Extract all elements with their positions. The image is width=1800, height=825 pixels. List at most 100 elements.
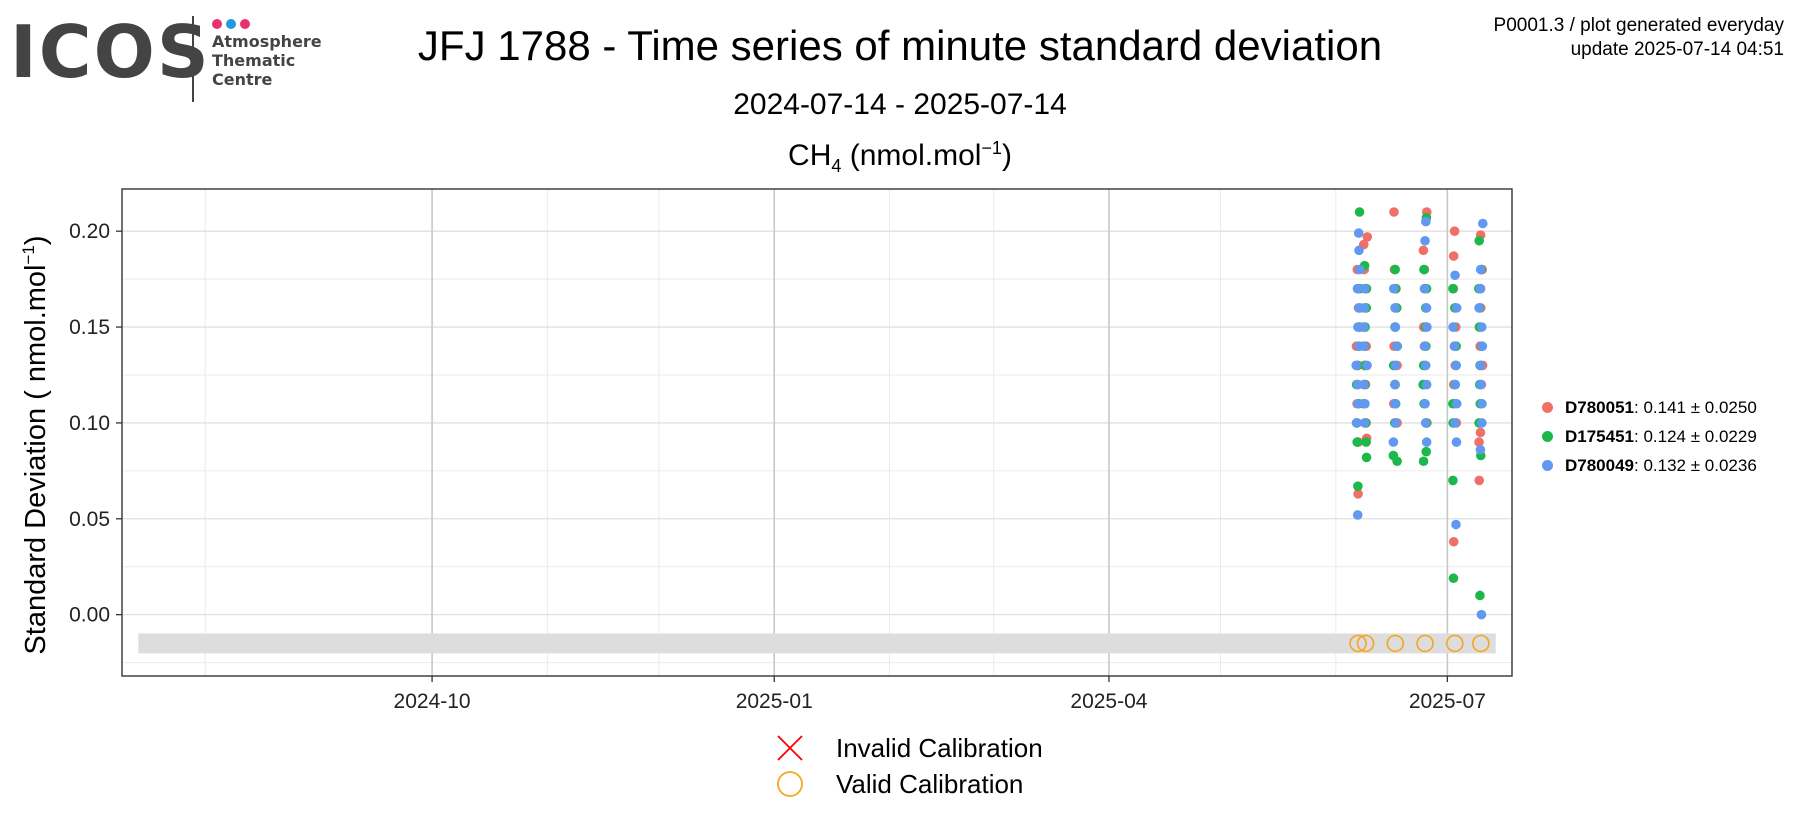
calibration-marker <box>1416 634 1434 653</box>
calibration-marker <box>1386 634 1405 653</box>
data-point <box>1448 536 1459 547</box>
calibration-marker <box>1356 634 1375 653</box>
data-point <box>1388 437 1399 447</box>
data-point <box>1451 398 1462 409</box>
legend-series-name: D780051 <box>1565 397 1635 417</box>
data-point <box>1361 452 1372 463</box>
data-point <box>1418 456 1429 467</box>
icos-logo: ICOS Atmosphere Thematic Centre <box>10 14 330 104</box>
data-point <box>1359 379 1369 390</box>
legend-series-name: D175451 <box>1565 426 1635 446</box>
orange-circle-icon <box>777 771 803 797</box>
calibration-legend-label: Valid Calibration <box>836 768 1024 799</box>
data-point <box>1448 573 1459 584</box>
data-point <box>1474 437 1484 447</box>
legend-dot-icon <box>1542 431 1553 442</box>
data-point <box>1475 444 1486 455</box>
data-point <box>1353 398 1363 409</box>
data-point <box>1351 360 1361 371</box>
y-tick-label: 0.05 <box>69 508 110 531</box>
meta-line: P0001.3 / plot generated everyday <box>1493 15 1784 36</box>
meta-line: update 2025-07-14 04:51 <box>1570 39 1784 60</box>
logo-dot <box>240 19 250 29</box>
calibration-legend: Invalid Calibration Valid Calibration <box>770 730 1043 802</box>
data-point <box>1352 437 1362 447</box>
data-point <box>1360 398 1370 409</box>
data-point <box>1451 437 1462 447</box>
data-point <box>1390 360 1401 371</box>
data-point <box>1451 360 1461 371</box>
data-point <box>1477 418 1487 428</box>
plot-panel <box>122 189 1512 676</box>
data-point <box>1449 226 1460 236</box>
data-point <box>1448 322 1458 332</box>
logo-dot <box>226 19 236 29</box>
gas-subscript: 4 <box>831 156 842 176</box>
data-point <box>1420 398 1430 409</box>
data-point <box>1352 283 1363 294</box>
x-tick-label: 2024-10 <box>394 690 471 713</box>
data-point <box>1361 437 1371 447</box>
logo-subtitle: Atmosphere Thematic Centre <box>212 32 322 89</box>
data-point <box>1420 418 1431 428</box>
data-point <box>1362 360 1372 371</box>
data-point <box>1450 270 1460 281</box>
data-point <box>1451 303 1462 313</box>
series-legend: D780051: 0.141 ± 0.0250 D175451: 0.124 ± … <box>1542 393 1757 480</box>
calibration-marker <box>1446 634 1464 653</box>
legend-entry: D780049: 0.132 ± 0.0236 <box>1542 451 1757 480</box>
data-point <box>1475 590 1485 601</box>
data-point <box>1475 427 1486 438</box>
logo-separator <box>192 16 194 102</box>
plot-meta: P0001.3 / plot generated everyday update… <box>1494 14 1784 62</box>
data-point <box>1420 235 1430 246</box>
data-point <box>1474 303 1484 313</box>
data-point <box>1421 216 1431 227</box>
data-point <box>1477 218 1488 229</box>
data-point <box>1475 264 1486 275</box>
data-point <box>1477 341 1488 352</box>
data-point <box>1359 418 1370 428</box>
data-point <box>1390 322 1401 332</box>
legend-dot-icon <box>1542 460 1553 471</box>
data-point <box>1476 609 1487 620</box>
legend-dot-icon <box>1542 402 1553 413</box>
data-point <box>1353 489 1363 499</box>
logo-subtitle-line: Thematic <box>212 51 296 70</box>
data-point <box>1390 264 1400 275</box>
calibration-legend-label: Invalid Calibration <box>836 732 1043 763</box>
data-point <box>1390 418 1401 428</box>
data-point <box>1475 360 1486 371</box>
data-point <box>1421 437 1432 447</box>
legend-series-stats: : 0.124 ± 0.0229 <box>1634 426 1757 446</box>
legend-entry: D780051: 0.141 ± 0.0250 <box>1542 393 1757 422</box>
data-point <box>1450 418 1460 428</box>
data-point <box>1451 519 1461 530</box>
calibration-legend-entry: Invalid Calibration <box>770 730 1043 766</box>
data-point <box>1419 283 1430 294</box>
gas-base: CH <box>788 139 832 172</box>
y-tick-label: 0.00 <box>69 604 110 627</box>
page-title: JFJ 1788 - Time series of minute standar… <box>417 22 1383 69</box>
data-point <box>1390 303 1400 313</box>
data-point <box>1448 283 1458 294</box>
data-point <box>1392 341 1402 352</box>
data-point <box>1450 379 1461 390</box>
data-point <box>1475 283 1486 294</box>
data-point <box>1449 341 1460 352</box>
data-point <box>1388 450 1399 461</box>
data-point <box>1421 446 1432 457</box>
data-point <box>1351 418 1362 428</box>
y-tick-label: 0.20 <box>69 220 110 243</box>
calibration-legend-entry: Valid Calibration <box>770 766 1043 802</box>
red-cross-icon <box>777 735 803 761</box>
data-point <box>1353 481 1363 491</box>
data-point <box>1359 341 1369 352</box>
date-range: 2024-07-14 - 2025-07-14 <box>733 88 1067 121</box>
data-point <box>1474 475 1484 486</box>
data-point <box>1353 228 1364 238</box>
x-tick-label: 2025-04 <box>1070 690 1147 713</box>
logo-dot <box>212 19 222 29</box>
y-tick-label: 0.15 <box>69 316 110 339</box>
x-tick-label: 2025-01 <box>736 690 813 713</box>
